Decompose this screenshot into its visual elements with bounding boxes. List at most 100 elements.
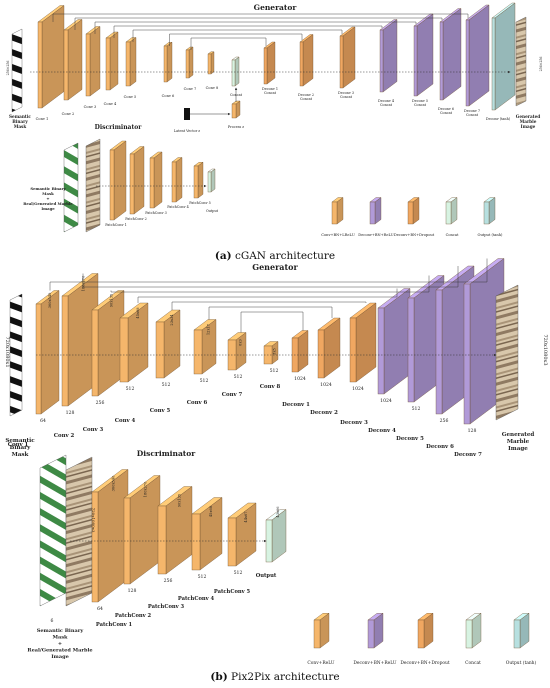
enc-label-b-6: Conv 6 [187, 400, 208, 406]
legend-a-swatch-5 [483, 197, 496, 225]
enc-channel-b-5: 512 [162, 382, 171, 388]
enc-label-a-6: Conv 6 [162, 94, 175, 98]
input-label-a: Mask [14, 124, 27, 129]
skip-connection-a-7 [190, 37, 267, 50]
enc-dim-b-5: 23x34 [170, 314, 174, 326]
input-mask-b [9, 293, 23, 417]
dec-channel-b-2: 1024 [320, 382, 332, 388]
skip-connection-b-6 [208, 306, 333, 320]
disc-label-a-3: PatchConv 3 [145, 211, 167, 215]
disc-dim-b-2: 180x270 [144, 481, 148, 497]
disc-label-a-5: PatchConv 5 [189, 201, 211, 205]
disc-output-label-b: Output [256, 573, 277, 579]
enc-dim-b-7: 6x9 [239, 338, 243, 345]
disc-input-mask-b [39, 454, 67, 607]
legend-a-label-1: Conv+BN+LReLU [321, 233, 355, 237]
legend-b-swatch-5 [513, 612, 530, 649]
enc-channel-b-4: 512 [126, 386, 135, 392]
disc-label-a-4: PatchConv 4 [167, 205, 189, 209]
discriminator-title-b: Discriminator [137, 449, 197, 458]
legend-a-label-5: Output (tanh) [478, 233, 504, 237]
enc-label-b-8: Conv 8 [260, 384, 281, 390]
dec-label-a-3-b: Concat [340, 95, 353, 99]
input-dim-a: 256×256 [6, 61, 10, 76]
disc-label-b-1: PatchConv 1 [96, 622, 133, 628]
dec-channel-b-5: 512 [412, 406, 421, 412]
input-dim-b: 720x1080x1 [4, 336, 10, 367]
encoder-block-a-3 [85, 26, 101, 97]
dec-channel-b-3: 1024 [352, 386, 364, 392]
disc-channel-b-4: 512 [198, 574, 207, 580]
input-label-b: Semantic [5, 438, 35, 444]
disc-input-label-a: Image [41, 206, 55, 211]
skip-connection-b-1 [49, 258, 488, 291]
bottleneck-concat-a [231, 56, 240, 87]
disc-block-b-3 [157, 486, 193, 575]
disc-channel-b-1: 64 [97, 606, 103, 612]
input-mask-a [11, 28, 23, 113]
disc-label-b-4: PatchConv 4 [178, 596, 215, 602]
disc-block-b-4 [191, 497, 223, 571]
output-dim-a: 256×256 [539, 57, 543, 72]
disc-input-label-b: Real/Generated Marble [27, 648, 92, 654]
legend-b-label-4: Concat [465, 661, 481, 666]
disc-output-label-a: Output [206, 209, 219, 213]
input-label-b: Mask [12, 452, 29, 458]
disc-channel-b-3: 256 [164, 578, 173, 584]
output-dim-b: 720x1080x3 [542, 334, 548, 365]
dec-channel-b-7: 128 [468, 428, 477, 434]
disc-label-b-2: PatchConv 2 [115, 613, 152, 619]
dec-channel-b-6: 256 [440, 418, 449, 424]
skip-connection-b-2 [82, 266, 459, 288]
dec-label-a-6: Deconv 6 [438, 107, 454, 111]
enc-channel-b-8: 512 [270, 368, 279, 374]
disc-output-dim-b: 43x66 [276, 506, 280, 518]
disc-block-b-2 [123, 475, 161, 585]
disc-dim-b-5: 44x67 [244, 511, 248, 523]
dec-label-a-5: Deconv 5 [412, 99, 428, 103]
dec-label-a-2-b: Concat [300, 97, 313, 101]
disc-output-a [207, 168, 216, 193]
output-label-a: Image [521, 124, 536, 129]
disc-input-label-b: Semantic Binary [37, 628, 85, 634]
dec-label-a-5-b: Concat [414, 103, 427, 107]
dec-label-a-7: Deconv 7 [464, 109, 480, 113]
enc-dim-b-2: 180x270 [82, 275, 86, 291]
dec-label-a-1: Deconv 1 [262, 87, 278, 91]
input-label-a: Semantic [9, 114, 31, 119]
dec-label-b-2: Deconv 2 [310, 410, 338, 416]
latent-vector-block [184, 108, 190, 120]
enc-channel-b-6: 512 [200, 378, 209, 384]
legend-a-label-4: Concat [446, 233, 459, 237]
encoder-block-b-7 [227, 332, 247, 371]
disc-label-a-2: PatchConv 2 [125, 217, 147, 221]
latent-label-a: Latent Vector z [174, 129, 200, 133]
enc-label-b-3: Conv 3 [83, 427, 104, 433]
enc-label-a-2: Conv 2 [62, 112, 75, 116]
dec-label-a-3: Deconv 3 [338, 91, 354, 95]
discriminator-title-a: Discriminator [95, 124, 143, 131]
enc-label-b-4: Conv 4 [115, 418, 136, 424]
legend-b-swatch-3 [417, 612, 434, 649]
input-label-a: Binary [12, 119, 28, 124]
process-z-block [231, 100, 241, 119]
enc-dim-b-4: 45x68 [136, 307, 140, 319]
decoder-block-a-7 [465, 4, 490, 107]
disc-output-b [265, 509, 287, 563]
dec-label-a-1-b: Concat [264, 91, 277, 95]
legend-b-label-5: Output (tanh) [506, 661, 537, 666]
output-label-b: Image [508, 446, 528, 452]
disc-block-b-1 [91, 469, 129, 603]
caption-a: (a) cGAN architecture [214, 250, 336, 262]
dec-label-a-4: Deconv 4 [378, 99, 394, 103]
decoder-block-a-4 [379, 19, 398, 93]
skip-connection-a-1 [52, 13, 469, 22]
enc-label-b-2: Conv 2 [54, 433, 75, 439]
enc-label-a-5: Conv 5 [124, 95, 137, 99]
disc-label-a-1: PatchConv 1 [105, 223, 127, 227]
enc-dim-b-1: 360x540 [48, 292, 52, 308]
dec-label-b-4: Deconv 4 [368, 428, 396, 434]
enc-label-b-1: Conv 1 [8, 442, 29, 448]
enc-label-b-5: Conv 5 [150, 408, 171, 414]
